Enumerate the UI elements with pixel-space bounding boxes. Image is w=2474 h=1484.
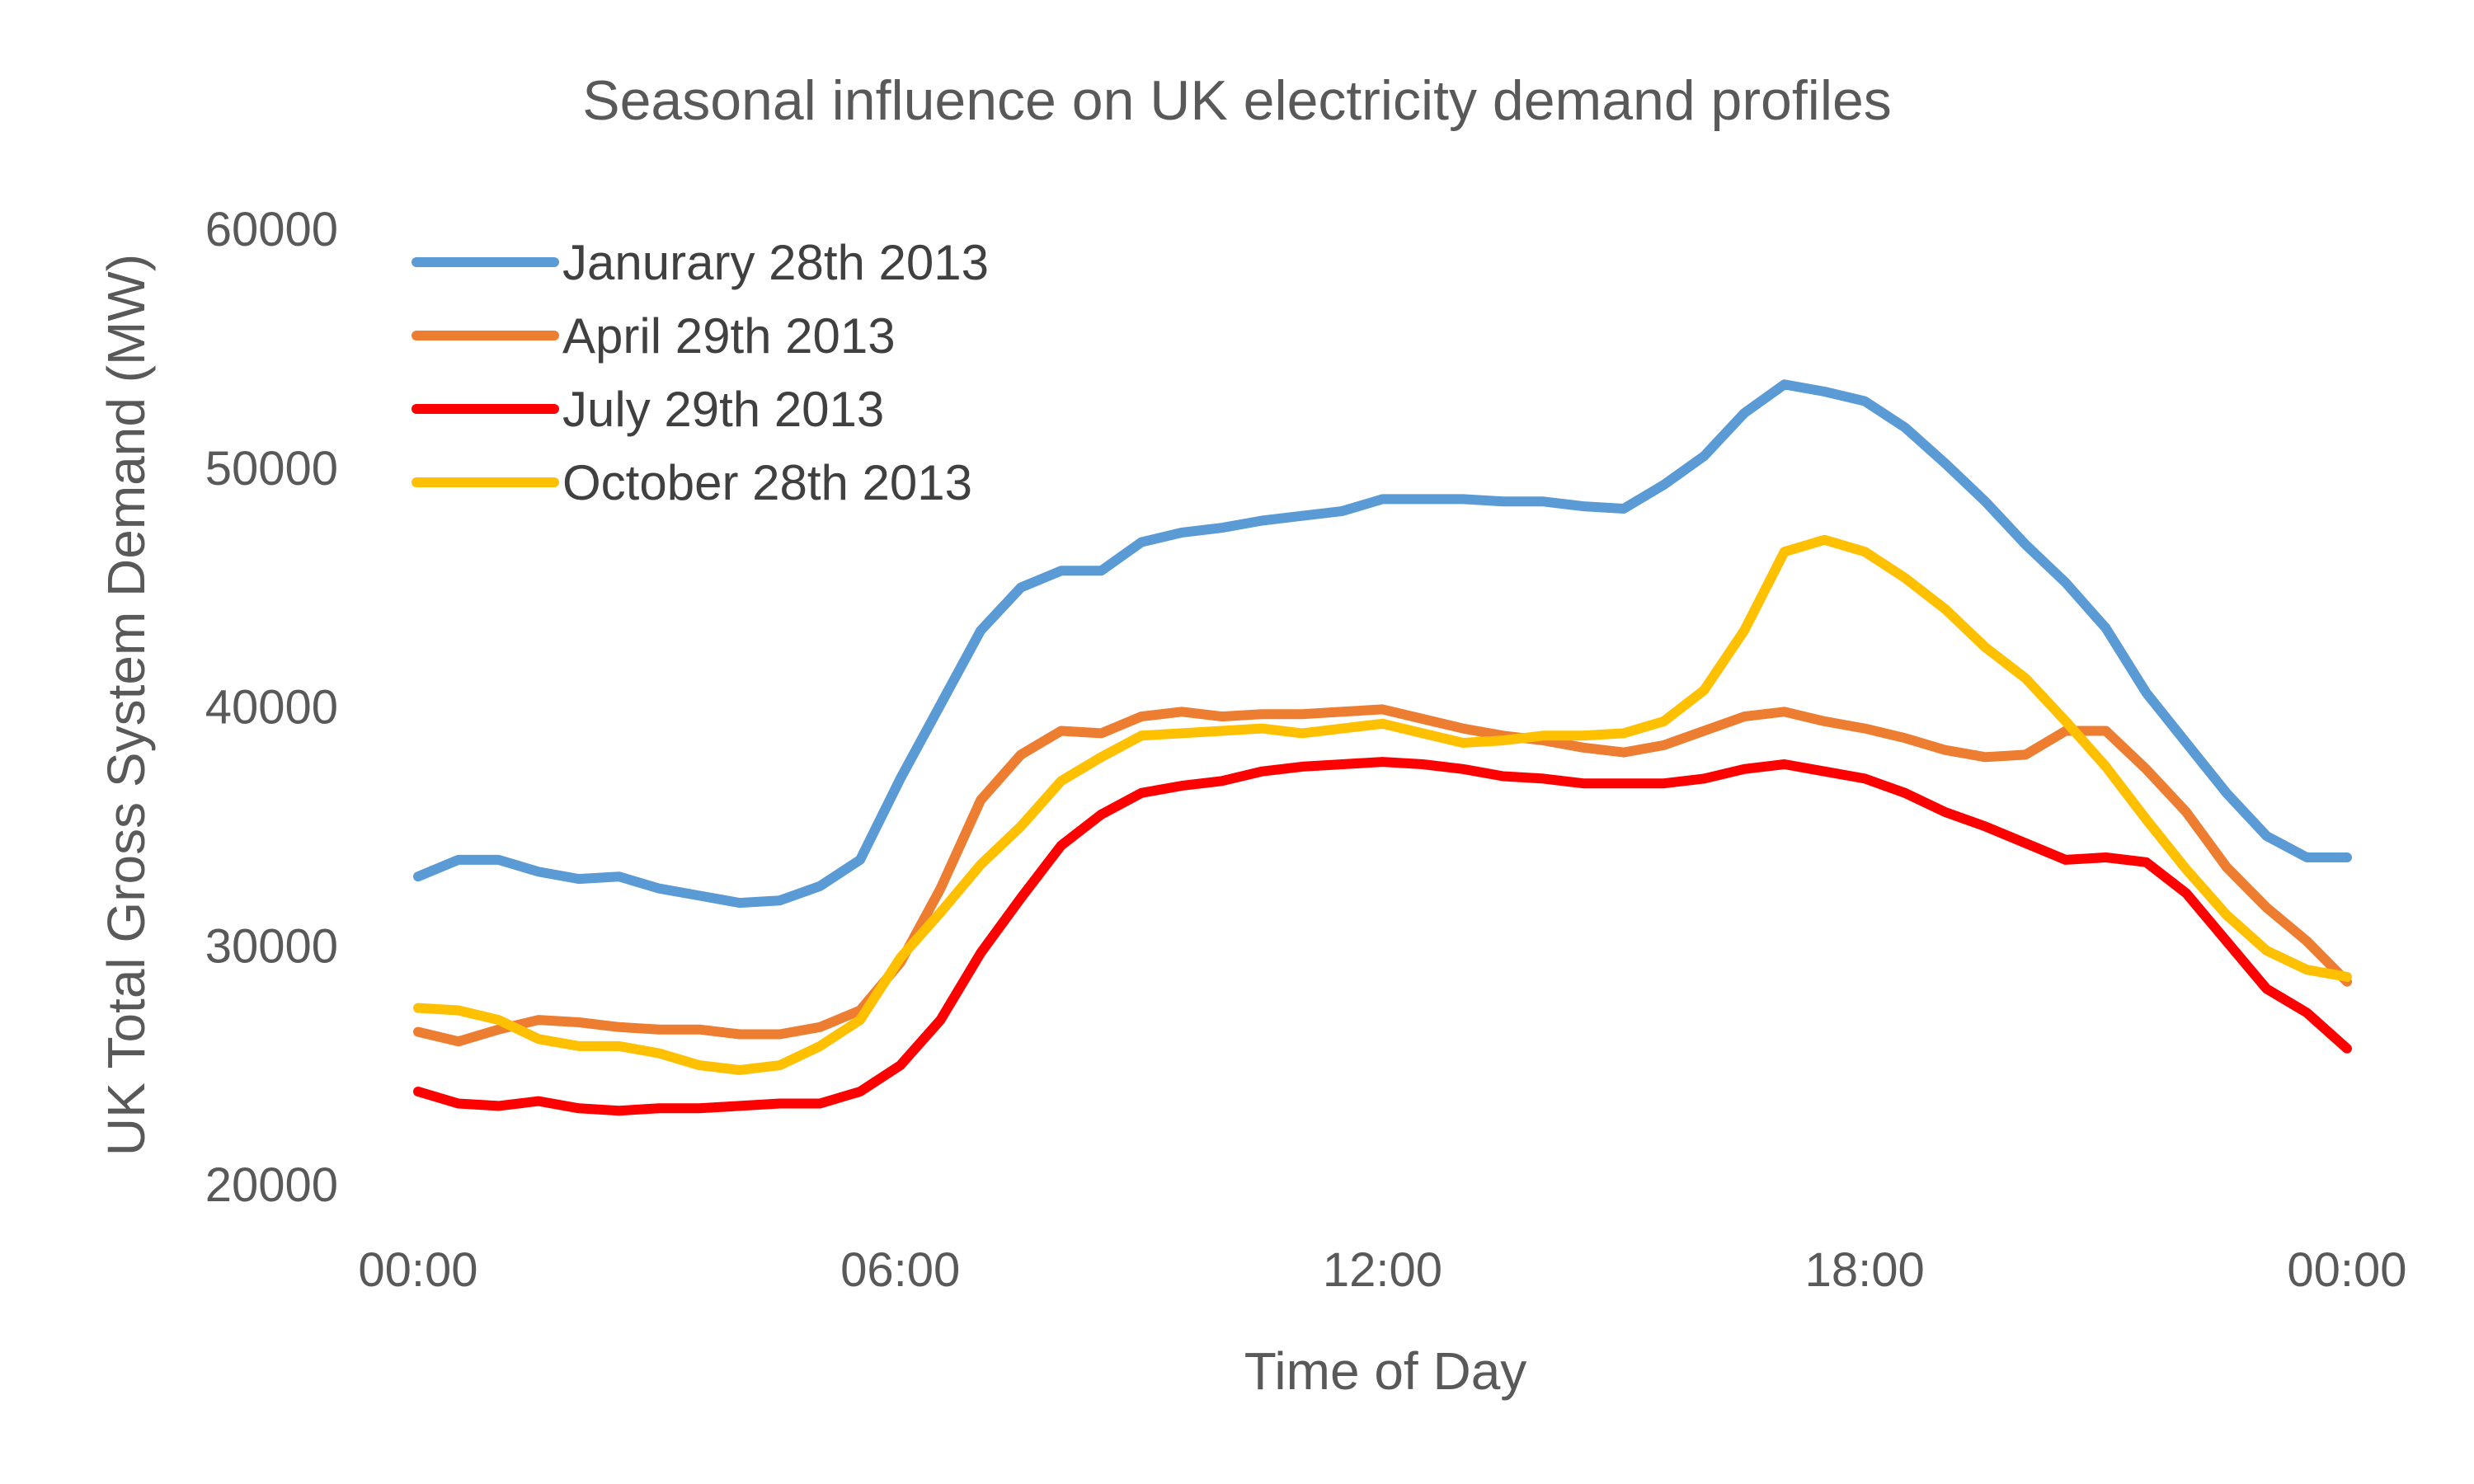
y-tick-label: 30000 (205, 919, 338, 973)
y-tick-label: 40000 (205, 681, 338, 735)
series-line-2 (413, 757, 2352, 1116)
x-axis-label: Time of Day (1244, 1341, 1527, 1401)
x-tick-label: 12:00 (1323, 1243, 1442, 1297)
y-axis-ticks: 60000 50000 40000 30000 20000 (205, 203, 338, 1212)
x-tick-label: 00:00 (2287, 1243, 2406, 1297)
series-lines (413, 379, 2352, 1116)
y-tick-label: 20000 (205, 1158, 338, 1212)
legend-label-2: July 29th 2013 (562, 382, 884, 437)
y-tick-label: 60000 (205, 203, 338, 256)
legend-label-1: April 29th 2013 (562, 308, 896, 364)
series-line-0 (413, 379, 2352, 909)
legend: Janurary 28th 2013 April 29th 2013 July 29… (412, 235, 989, 510)
x-axis-ticks: 00:00 06:00 12:00 18:00 00:00 (358, 1243, 2406, 1297)
y-tick-label: 50000 (205, 442, 338, 495)
x-tick-label: 06:00 (840, 1243, 960, 1297)
series-line-1 (413, 704, 2352, 1047)
chart-title: Seasonal influence on UK electricity dem… (582, 69, 1892, 132)
legend-label-0: Janurary 28th 2013 (562, 235, 989, 290)
y-axis-label: UK Total Gross System Demand (MW) (96, 254, 156, 1156)
x-tick-label: 18:00 (1805, 1243, 1925, 1297)
x-tick-label: 00:00 (358, 1243, 477, 1297)
legend-label-3: October 28th 2013 (562, 455, 972, 510)
series-line-3 (413, 534, 2352, 1075)
